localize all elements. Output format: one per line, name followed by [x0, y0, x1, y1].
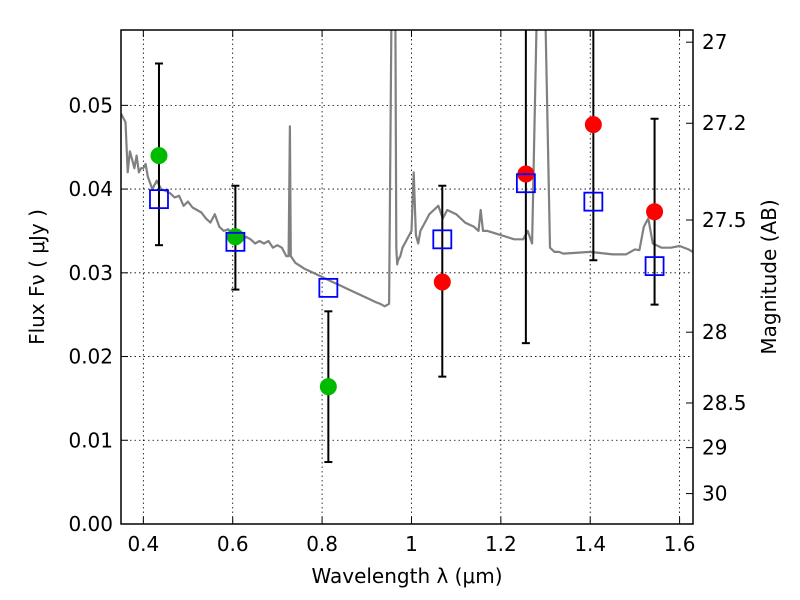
model-flux-square [644, 256, 665, 277]
model-flux-square [149, 189, 169, 210]
y-tick-label: 0.05 [68, 93, 113, 117]
model-flux-square [318, 277, 339, 298]
x-tick-label: 1.4 [574, 532, 606, 556]
x-tick-label: 1.2 [485, 532, 517, 556]
model-flux-square [515, 173, 536, 194]
y-tick-label: 0.02 [68, 345, 113, 369]
x-axis-label: Wavelength λ (μm) [311, 564, 502, 588]
observed-flux-point [584, 116, 602, 134]
observed-flux-point [646, 203, 664, 221]
marker-layer [149, 116, 665, 396]
y2-tick-label: 28 [702, 320, 727, 344]
y2-tick-label: 29 [702, 436, 727, 460]
y-tick-label: 0.01 [68, 428, 113, 452]
model-flux-square [583, 191, 604, 212]
y2-tick-label: 30 [702, 482, 727, 506]
observed-flux-point [433, 273, 451, 291]
x-tick-label: 1.6 [664, 532, 696, 556]
model-flux-square [225, 231, 246, 252]
plot-frame [120, 29, 694, 525]
y-axis-label: Flux Fν ( μJy ) [25, 209, 49, 345]
observed-flux-point [319, 378, 337, 396]
x-tick-label: 0.8 [306, 532, 338, 556]
y-tick-label: 0.04 [68, 177, 113, 201]
model-spectrum-line [121, 30, 693, 308]
y2-tick-label: 27.5 [702, 208, 747, 232]
observed-flux-point [226, 228, 244, 246]
y-tick-label: 0.03 [68, 261, 113, 285]
grid [121, 30, 693, 524]
y-tick-label: 0.00 [68, 512, 113, 536]
x-tick-label: 1 [405, 532, 418, 556]
y2-tick-label: 27 [702, 30, 727, 54]
model-spectrum-layer [121, 30, 693, 308]
ticks: 0.4 0.6 0.8 1 1.2 1.4 1.6 0.00 0.01 0.02 0.03 0.04 0… [68, 30, 747, 556]
observed-flux-point [150, 147, 168, 165]
x-tick-label: 0.4 [127, 532, 159, 556]
model-flux-square [432, 229, 453, 250]
y2-axis-label: Magnitude (AB) [757, 199, 781, 354]
y2-tick-label: 27.2 [702, 111, 747, 135]
y2-tick-label: 28.5 [702, 391, 747, 415]
x-tick-label: 0.6 [217, 532, 249, 556]
